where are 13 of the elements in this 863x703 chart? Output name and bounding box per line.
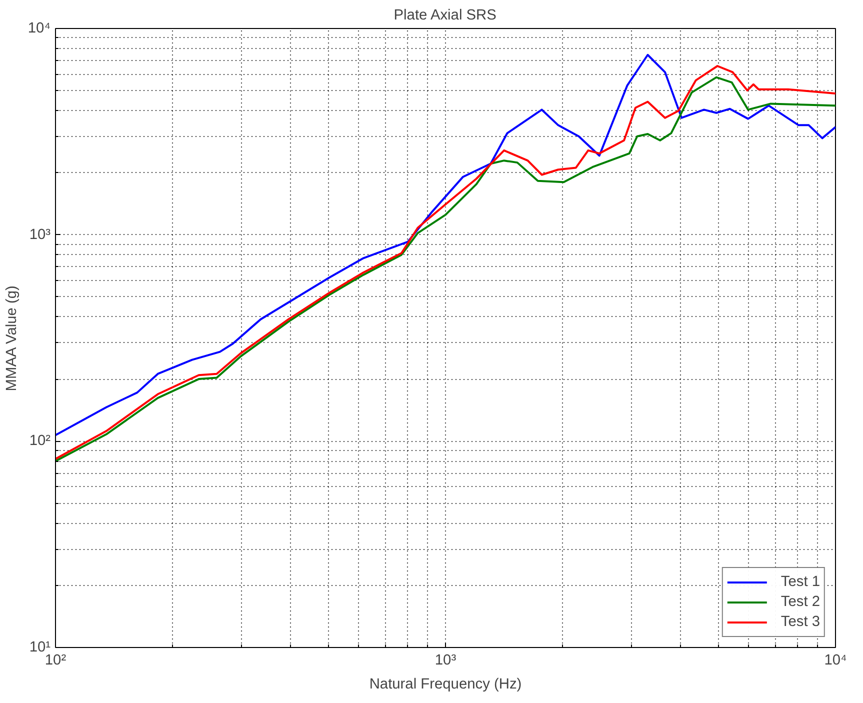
- y-axis-title: MMAA Value (g): [4, 286, 20, 392]
- y-tick-label: 10³: [29, 226, 51, 243]
- x-tick-label: 10⁴: [824, 652, 847, 668]
- chart-title: Plate Axial SRS: [394, 8, 497, 24]
- legend-label: Test 1: [780, 574, 820, 590]
- legend-label: Test 2: [780, 594, 820, 610]
- x-axis-title: Natural Frequency (Hz): [369, 676, 522, 692]
- y-tick-label: 10²: [29, 433, 51, 450]
- x-tick-label: 10²: [44, 652, 66, 668]
- x-tick-label: 10³: [434, 652, 456, 668]
- y-tick-label: 10¹: [29, 640, 51, 656]
- legend-label: Test 3: [780, 614, 820, 630]
- y-tick-label: 10⁴: [28, 20, 51, 36]
